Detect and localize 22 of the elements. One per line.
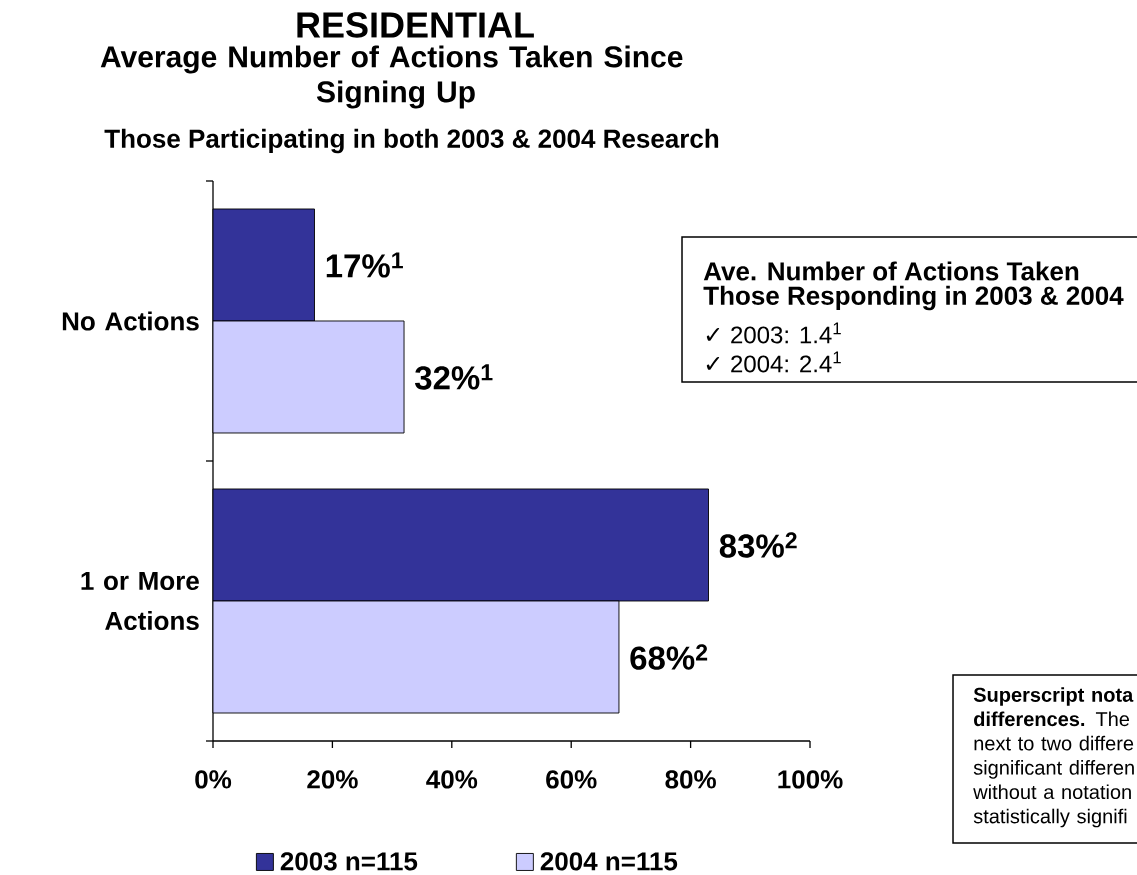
- y-tick-label: 1 or More Actions: [81, 571, 199, 631]
- x-tick-label: 80%: [665, 770, 716, 789]
- chart-title: RESIDENTIAL: [297, 12, 534, 38]
- text: Those Participating in both 2003 & 2004 Research: [104, 128, 719, 154]
- legend-label: 2003 n=115: [280, 852, 418, 871]
- annotation: ✓ 2003: 1.4$^{1}$: [706, 322, 841, 344]
- text: Superscript nota differences. The next to two differe significant differen without a notation statistically signifi: [973, 687, 1134, 828]
- x-tick-label: 20%: [307, 770, 358, 789]
- y-tick-label: No Actions: [62, 311, 199, 331]
- x-tick-label: 60%: [546, 770, 597, 789]
- data-label: 68%$^{2}$: [630, 644, 708, 670]
- chart-subtitle: Average Number of Actions Taken Since Signing Up: [100, 45, 683, 109]
- legend-label: 2004 n=115: [540, 852, 678, 871]
- x-tick-label: 100%: [778, 770, 843, 789]
- annotation: ✓ 2004: 2.4$^{1}$: [706, 351, 841, 373]
- x-tick-label: 40%: [426, 770, 478, 789]
- data-label: 32%$^{1}$: [415, 364, 493, 390]
- data-label: 17%$^{1}$: [326, 252, 403, 278]
- x-tick-label: 0%: [195, 770, 232, 789]
- annotation: Those Responding in 2003 & 2004: [703, 285, 1124, 311]
- annotation: Ave. Number of Actions Taken: [703, 261, 1079, 281]
- data-label: 83%$^{2}$: [719, 532, 797, 558]
